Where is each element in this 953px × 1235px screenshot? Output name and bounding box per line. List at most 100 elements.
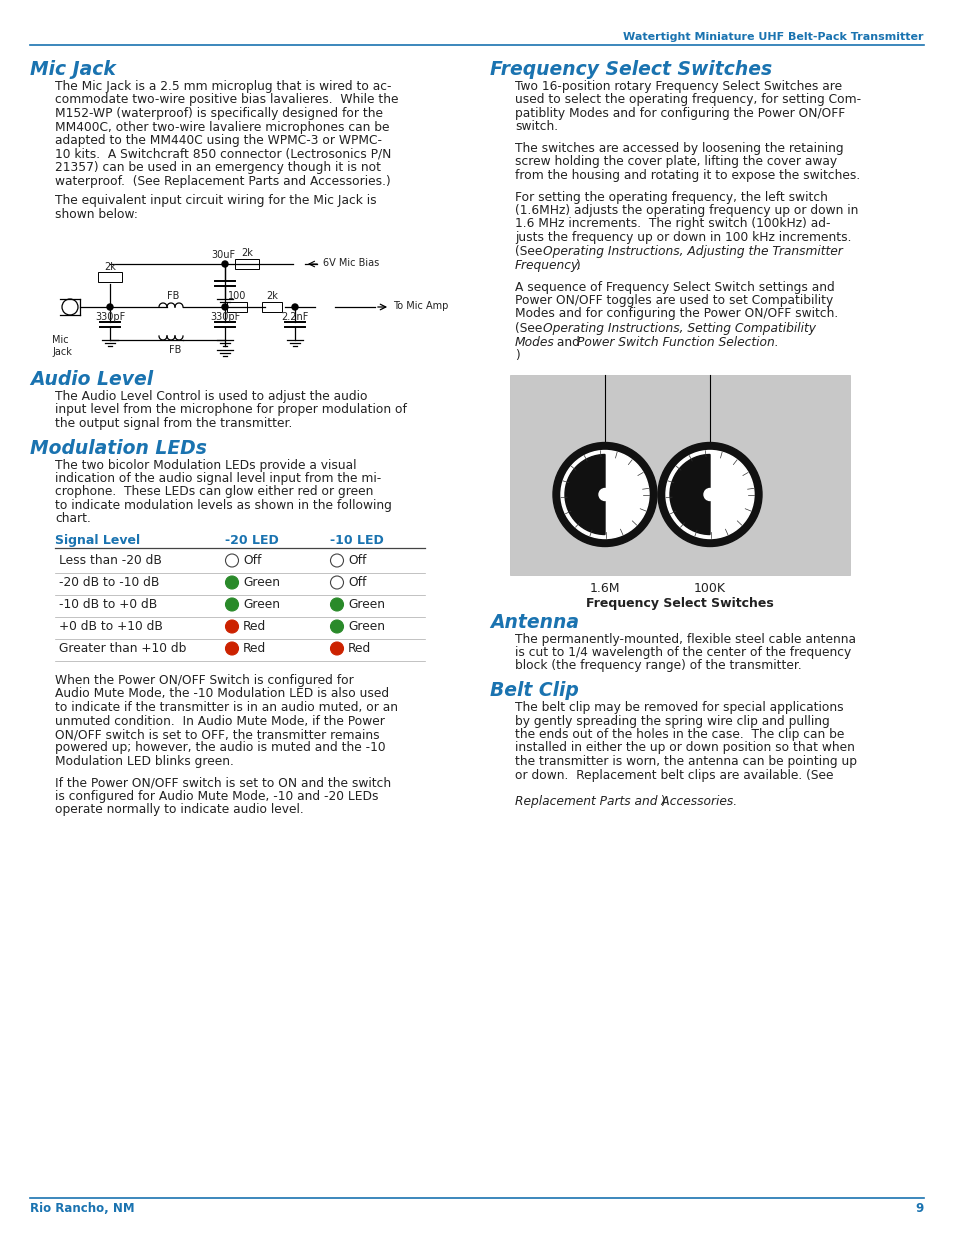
Text: -20 LED: -20 LED	[225, 534, 278, 547]
Text: ON/OFF switch is set to OFF, the transmitter remains: ON/OFF switch is set to OFF, the transmi…	[55, 727, 379, 741]
Text: to indicate if the transmitter is in an audio muted, or an: to indicate if the transmitter is in an …	[55, 701, 397, 714]
Text: The belt clip may be removed for special applications: The belt clip may be removed for special…	[515, 701, 842, 714]
Text: Green: Green	[348, 620, 385, 634]
Text: ): )	[659, 795, 664, 809]
Text: Frequency.: Frequency.	[515, 259, 581, 272]
Text: If the Power ON/OFF switch is set to ON and the switch: If the Power ON/OFF switch is set to ON …	[55, 777, 391, 789]
Text: the ends out of the holes in the case.  The clip can be: the ends out of the holes in the case. T…	[515, 727, 843, 741]
Circle shape	[703, 489, 716, 500]
Text: adapted to the MM440C using the WPMC-3 or WPMC-: adapted to the MM440C using the WPMC-3 o…	[55, 135, 381, 147]
Circle shape	[225, 642, 238, 655]
Text: Red: Red	[348, 642, 371, 655]
Text: Audio Mute Mode, the -10 Modulation LED is also used: Audio Mute Mode, the -10 Modulation LED …	[55, 688, 389, 700]
Circle shape	[225, 620, 238, 634]
Text: chart.: chart.	[55, 513, 91, 526]
Text: 2k: 2k	[104, 262, 116, 272]
Text: Red: Red	[243, 620, 266, 634]
Text: justs the frequency up or down in 100 kHz increments.: justs the frequency up or down in 100 kH…	[515, 231, 851, 245]
Text: M152-WP (waterproof) is specifically designed for the: M152-WP (waterproof) is specifically des…	[55, 107, 382, 120]
Text: from the housing and rotating it to expose the switches.: from the housing and rotating it to expo…	[515, 169, 860, 182]
Text: -10 LED: -10 LED	[330, 534, 383, 547]
Text: unmuted condition.  In Audio Mute Mode, if the Power: unmuted condition. In Audio Mute Mode, i…	[55, 715, 384, 727]
Text: 30uF: 30uF	[211, 249, 234, 261]
Text: +0 dB to +10 dB: +0 dB to +10 dB	[59, 620, 163, 634]
Text: Power ON/OFF toggles are used to set Compatibility: Power ON/OFF toggles are used to set Com…	[515, 294, 832, 308]
Text: When the Power ON/OFF Switch is configured for: When the Power ON/OFF Switch is configur…	[55, 674, 354, 687]
Text: 1.6 MHz increments.  The right switch (100kHz) ad-: 1.6 MHz increments. The right switch (10…	[515, 217, 830, 231]
Wedge shape	[564, 454, 604, 535]
Text: the output signal from the transmitter.: the output signal from the transmitter.	[55, 417, 292, 430]
Text: Off: Off	[243, 555, 261, 567]
Text: Mic Jack: Mic Jack	[30, 61, 115, 79]
Bar	[98, 272, 122, 282]
Text: operate normally to indicate audio level.: operate normally to indicate audio level…	[55, 804, 303, 816]
Text: The Audio Level Control is used to adjust the audio: The Audio Level Control is used to adjus…	[55, 390, 367, 403]
Text: The equivalent input circuit wiring for the Mic Jack is: The equivalent input circuit wiring for …	[55, 194, 376, 207]
Circle shape	[330, 620, 343, 634]
Text: A sequence of Frequency Select Switch settings and: A sequence of Frequency Select Switch se…	[515, 280, 834, 294]
Text: 2.2nF: 2.2nF	[281, 312, 309, 322]
Text: powered up; however, the audio is muted and the -10: powered up; however, the audio is muted …	[55, 741, 385, 755]
Text: indication of the audio signal level input from the mi-: indication of the audio signal level inp…	[55, 472, 381, 485]
Text: Off: Off	[348, 576, 366, 589]
Text: Red: Red	[243, 642, 266, 655]
Text: patiblity Modes and for configuring the Power ON/OFF: patiblity Modes and for configuring the …	[515, 107, 844, 120]
Text: 6V Mic Bias: 6V Mic Bias	[323, 258, 379, 268]
Text: used to select the operating frequency, for setting Com-: used to select the operating frequency, …	[515, 94, 861, 106]
Text: block (the frequency range) of the transmitter.: block (the frequency range) of the trans…	[515, 659, 801, 673]
Text: and: and	[553, 336, 583, 348]
Circle shape	[222, 261, 228, 267]
Text: The switches are accessed by loosening the retaining: The switches are accessed by loosening t…	[515, 142, 842, 156]
Circle shape	[225, 555, 238, 567]
Text: 330pF: 330pF	[210, 312, 240, 322]
Text: Green: Green	[348, 598, 385, 611]
Text: (See: (See	[515, 246, 546, 258]
Text: Green: Green	[243, 576, 280, 589]
Circle shape	[225, 598, 238, 611]
Text: ): )	[575, 259, 579, 272]
Text: Frequency Select Switches: Frequency Select Switches	[585, 597, 773, 610]
Text: the transmitter is worn, the antenna can be pointing up: the transmitter is worn, the antenna can…	[515, 755, 856, 768]
Circle shape	[330, 555, 343, 567]
Text: 100K: 100K	[693, 583, 725, 595]
Text: For setting the operating frequency, the left switch: For setting the operating frequency, the…	[515, 190, 827, 204]
Text: Modulation LED blinks green.: Modulation LED blinks green.	[55, 755, 233, 768]
Wedge shape	[669, 454, 709, 535]
Text: Signal Level: Signal Level	[55, 534, 140, 547]
Text: Rio Rancho, NM: Rio Rancho, NM	[30, 1202, 134, 1215]
Text: Power Switch Function Selection.: Power Switch Function Selection.	[577, 336, 778, 348]
Circle shape	[107, 304, 112, 310]
Text: The two bicolor Modulation LEDs provide a visual: The two bicolor Modulation LEDs provide …	[55, 458, 356, 472]
Text: Green: Green	[243, 598, 280, 611]
Text: 100: 100	[228, 291, 246, 301]
Text: ): )	[515, 350, 519, 362]
Text: Mic
Jack: Mic Jack	[52, 335, 71, 357]
Text: 2k: 2k	[266, 291, 277, 301]
Text: 21357) can be used in an emergency though it is not: 21357) can be used in an emergency thoug…	[55, 161, 380, 174]
Bar	[510, 374, 849, 574]
Text: 2k: 2k	[241, 248, 253, 258]
Text: is configured for Audio Mute Mode, -10 and -20 LEDs: is configured for Audio Mute Mode, -10 a…	[55, 790, 378, 803]
Circle shape	[598, 489, 610, 500]
Bar	[262, 303, 282, 312]
Text: The permanently-mounted, flexible steel cable antenna: The permanently-mounted, flexible steel …	[515, 632, 855, 646]
Text: installed in either the up or down position so that when: installed in either the up or down posit…	[515, 741, 854, 755]
Text: Modes: Modes	[515, 336, 554, 348]
Text: MM400C, other two-wire lavaliere microphones can be: MM400C, other two-wire lavaliere microph…	[55, 121, 389, 133]
Circle shape	[330, 642, 343, 655]
Circle shape	[553, 442, 657, 547]
Text: to indicate modulation levels as shown in the following: to indicate modulation levels as shown i…	[55, 499, 392, 513]
Text: waterproof.  (See Replacement Parts and Accessories.): waterproof. (See Replacement Parts and A…	[55, 174, 391, 188]
Text: Two 16-position rotary Frequency Select Switches are: Two 16-position rotary Frequency Select …	[515, 80, 841, 93]
Text: Modulation LEDs: Modulation LEDs	[30, 438, 207, 457]
Text: input level from the microphone for proper modulation of: input level from the microphone for prop…	[55, 404, 406, 416]
Circle shape	[330, 598, 343, 611]
Text: (1.6MHz) adjusts the operating frequency up or down in: (1.6MHz) adjusts the operating frequency…	[515, 204, 858, 217]
Text: FB: FB	[169, 345, 181, 354]
Text: Watertight Miniature UHF Belt-Pack Transmitter: Watertight Miniature UHF Belt-Pack Trans…	[623, 32, 923, 42]
Text: -10 dB to +0 dB: -10 dB to +0 dB	[59, 598, 157, 611]
Text: shown below:: shown below:	[55, 207, 138, 221]
Text: Modes and for configuring the Power ON/OFF switch.: Modes and for configuring the Power ON/O…	[515, 308, 838, 321]
Text: -20 dB to -10 dB: -20 dB to -10 dB	[59, 576, 159, 589]
Text: Antenna: Antenna	[490, 613, 578, 631]
